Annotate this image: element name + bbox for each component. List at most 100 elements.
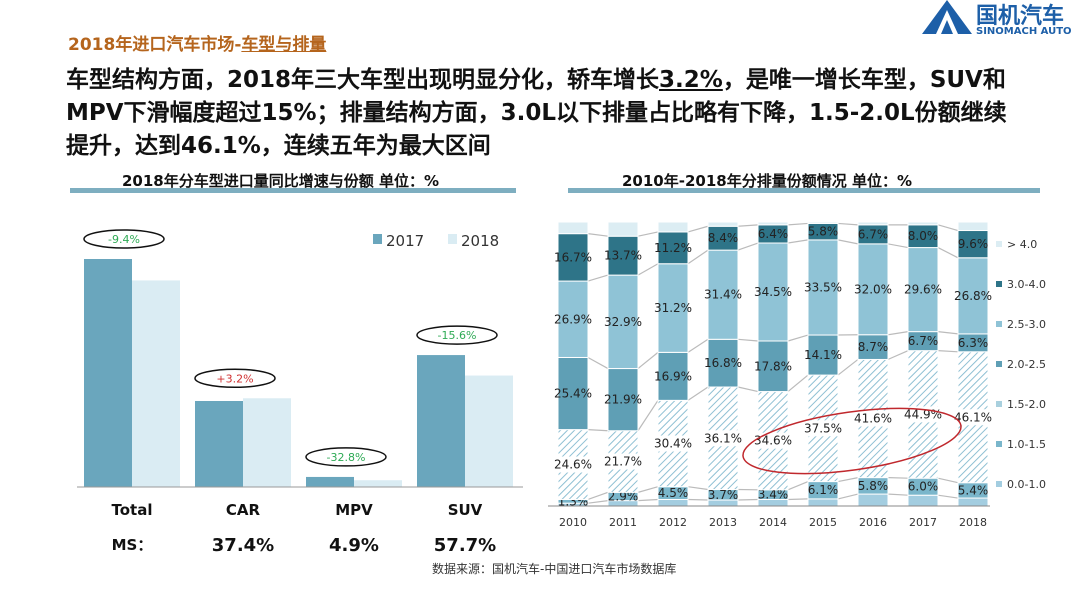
import-growth-bar-chart: -9.4% Total MS： +3.2% CAR 37.4% -32.8% MPV 4.9% -… [77,229,523,556]
bar-2018-MPV [354,480,402,487]
label-background [949,409,997,426]
series-connector-line [887,477,909,479]
segment-2.0-2.5-2016 [857,334,889,360]
segment-value-label: 11.2% [654,241,692,255]
segment-value-label: 8.7% [858,340,889,354]
growth-ellipse [416,325,498,345]
series-connector-line [787,481,809,491]
series-connector-line [787,374,809,393]
displacement-share-stacked-chart: 1.3%24.6%25.4%26.9%16.7%20102.9%21.7%21.… [548,221,1046,529]
summary-line-2: MPV下滑幅度超过15%；排量结构方面，3.0L以下排量占比略有下降，1.5-2… [66,100,1007,126]
growth-label: +3.2% [216,372,253,385]
series-connector-line [787,498,809,501]
legend-label: 0.0-1.0 [1007,478,1046,491]
segment-value-label: 6.7% [908,334,939,348]
series-connector-line [737,498,759,501]
summary-text-part: 车型结构方面，2018年三大车型出现明显分化，轿车增长 [66,67,660,93]
segment-0.0-1.0-2016 [857,493,889,507]
segment-value-label: 37.5% [804,421,842,435]
label-background [549,456,597,473]
segment-value-label: 34.5% [754,285,792,299]
segment-value-label: 6.7% [858,227,889,241]
series-connector-line [687,486,709,491]
segment-value-label: 5.8% [808,225,839,239]
right-chart-title: 2010年-2018年分排量份额情况 单位：% [622,172,912,190]
series-connector-line [637,486,659,493]
left-chart-title: 2018年分车型进口量同比增速与份额 单位：% [122,172,440,190]
growth-ellipse [194,368,276,389]
data-source: 数据来源：国机汽车-中国进口汽车市场数据库 [432,562,677,576]
mountain-logo-icon [922,0,972,34]
series-connector-line [587,429,609,432]
bar-2018-CAR [243,398,291,487]
segment-value-label: 8.0% [908,229,939,243]
growth-label: -32.8% [327,451,366,464]
segment-value-label: 46.1% [954,410,992,424]
legend-swatch-2018 [448,234,457,244]
series-connector-line [787,239,809,244]
segment-2.5-3.0-2011 [607,274,639,370]
legend-swatch-3.0-4.0 [996,281,1002,287]
bar-2017-SUV [417,355,465,487]
segment-value-label: 21.9% [604,393,642,407]
segment-value-label: 16.7% [554,250,592,264]
segment-2.0-2.5-2015 [807,334,839,376]
series-connector-line [837,477,859,483]
series-connector-line [937,350,959,353]
bar-2018-Total [132,280,180,487]
segment-> 4.0-2012 [657,221,689,233]
segment-> 4.0-2018 [957,221,989,232]
segment-2.5-3.0-2012 [657,263,689,353]
segment-value-label: 6.4% [758,227,789,241]
segment-value-label: 33.5% [804,280,842,294]
legend-label: > 4.0 [1007,238,1037,251]
segment-value-label: 5.8% [858,479,889,493]
series-connector-line [587,491,609,501]
segment-0.0-1.0-2018 [957,497,989,507]
segment-> 4.0-2017 [907,221,939,226]
series-connector-line [687,498,709,501]
segment-> 4.0-2011 [607,221,639,237]
series-connector-line [937,247,959,259]
market-share-value: 37.4% [212,535,274,556]
segment-2.0-2.5-2014 [757,340,789,393]
series-connector-line [637,351,659,370]
segment-value-label: 16.9% [654,369,692,383]
series-connector-line [937,331,959,335]
segment-0.0-1.0-2012 [657,498,689,507]
segment-2.0-2.5-2010 [557,356,589,431]
year-tick-label: 2011 [609,516,637,529]
legend-swatch-2.0-2.5 [996,361,1002,367]
left-title-divider [70,188,516,193]
growth-ellipse [83,229,165,249]
label-background [599,453,647,470]
series-connector-line [587,274,609,282]
series-connector-line [887,331,909,336]
series-connector-line [737,242,759,251]
segment-value-label: 24.6% [554,458,592,472]
growth-label: -15.6% [438,329,477,342]
segment-3.0-4.0-2010 [557,233,589,282]
segment-> 4.0-2010 [557,221,589,235]
legend-label: 2.0-2.5 [1007,358,1046,371]
year-tick-label: 2013 [709,516,737,529]
series-connector-line [937,477,959,484]
segment-value-label: 6.3% [958,336,989,350]
segment-value-label: 6.1% [808,483,839,497]
series-connector-line [737,338,759,342]
series-connector-line [587,356,609,370]
market-share-value: 4.9% [329,535,379,556]
highlight-ellipse [742,407,962,475]
segment-value-label: 41.6% [854,412,892,426]
series-connector-line [637,498,659,502]
segment-value-label: 9.6% [958,237,989,251]
year-tick-label: 2018 [959,516,987,529]
legend-label: 1.0-1.5 [1007,438,1046,451]
label-background [799,420,847,437]
series-connector-line [837,493,859,500]
series-connector-line [787,222,809,226]
segment-value-label: 3.7% [708,488,739,502]
legend-label: 2.5-3.0 [1007,318,1046,331]
bar-2017-MPV [306,476,354,487]
series-connector-line [687,225,709,233]
